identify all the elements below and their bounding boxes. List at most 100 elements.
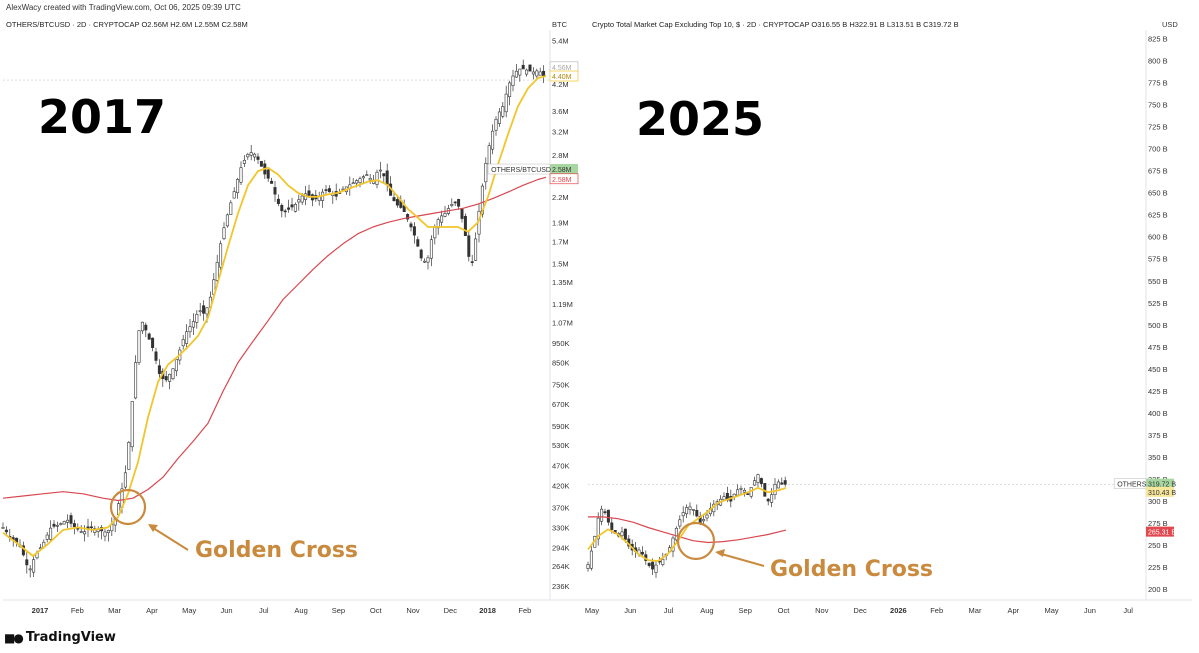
candle-body (151, 337, 155, 348)
candle-body (606, 509, 610, 523)
candle-body (780, 482, 784, 485)
y-tick-label: 1.9M (552, 218, 569, 227)
y-tick-label: 575 B (1148, 255, 1168, 264)
candle-body (249, 152, 253, 156)
candle-body (52, 523, 56, 527)
candle-body (79, 531, 83, 533)
candle-body (147, 333, 151, 340)
candle-body (460, 208, 464, 219)
candle-body (508, 82, 512, 98)
y-tick-label: 1.35M (552, 278, 573, 287)
x-tick-label: Apr (1007, 606, 1019, 615)
candle-body (4, 529, 8, 533)
candle-body (69, 515, 73, 524)
y-tick-label: 750 B (1148, 101, 1168, 110)
candle-body (355, 180, 359, 184)
y-tick-label: 4.2M (552, 80, 569, 89)
candle-body (674, 527, 678, 541)
candle-body (154, 351, 158, 361)
fast-ma-line (2, 75, 547, 557)
candle-body (494, 118, 498, 131)
candle-body (766, 498, 770, 502)
candle-body (171, 368, 175, 379)
footer-brand-text: TradingView (25, 630, 116, 645)
candle-body (236, 179, 240, 194)
y-tick-label: 500 B (1148, 321, 1168, 330)
price-badge-label-box (487, 163, 551, 175)
candle-body (596, 517, 600, 540)
y-tick-label: 420K (552, 481, 570, 490)
right-year-label: 2025 (636, 92, 765, 146)
candle-body (776, 481, 780, 489)
price-badge-value: 265.31 B (1148, 530, 1176, 537)
candle-body (229, 202, 233, 215)
x-tick-label: Jul (1123, 606, 1133, 615)
candle-body (280, 204, 284, 212)
candle-body (358, 178, 362, 183)
price-badge-value: 4.40M (552, 74, 572, 81)
candle-body (232, 191, 236, 199)
candle-body (103, 531, 107, 537)
candle-body (62, 521, 66, 525)
candle-body (283, 210, 287, 213)
candle-body (385, 170, 389, 185)
y-tick-label: 725 B (1148, 123, 1168, 132)
candle-body (66, 519, 70, 523)
candle-body (49, 527, 53, 540)
candle-body (501, 106, 505, 117)
candle-body (518, 68, 522, 76)
golden-cross-arrow-left (149, 525, 189, 551)
candle-body (202, 305, 206, 314)
x-tick-label: Mar (108, 606, 121, 615)
y-tick-label: 550 B (1148, 277, 1168, 286)
y-tick-label: 1.07M (552, 318, 573, 327)
candle-body (685, 507, 689, 515)
golden-cross-arrowhead-left (148, 524, 158, 532)
candle-body (722, 496, 726, 501)
candle-body (654, 564, 658, 573)
price-badge (1146, 478, 1174, 489)
x-tick-label: Aug (294, 606, 307, 615)
y-tick-label: 3.2M (552, 128, 569, 137)
candle-body (453, 201, 457, 204)
candle-body (395, 199, 399, 206)
candle-body (521, 64, 525, 70)
candle-body (739, 487, 743, 490)
candles-group (1, 59, 546, 578)
candle-body (361, 176, 365, 179)
candle-body (688, 506, 692, 510)
candle-body (783, 480, 787, 485)
slow-ma-line (588, 516, 787, 544)
candle-body (589, 550, 593, 569)
candle-body (429, 239, 433, 259)
candle-body (25, 559, 29, 566)
candle-body (409, 223, 413, 228)
candle-body (140, 321, 144, 332)
tradingview-logo-icon: ■● (4, 630, 24, 645)
y-tick-label: 530K (552, 441, 570, 450)
candle-body (681, 512, 685, 517)
candle-body (259, 160, 263, 167)
candle-body (137, 330, 141, 363)
candle-body (106, 530, 110, 533)
candle-body (134, 362, 138, 399)
y-tick-label: 1.5M (552, 260, 569, 269)
y-tick-label: 600 B (1148, 233, 1168, 242)
y-tick-label: 1.19M (552, 300, 573, 309)
y-tick-label: 700 B (1148, 145, 1168, 154)
y-tick-label: 850K (552, 358, 570, 367)
y-tick-label: 470K (552, 462, 570, 471)
candle-body (144, 324, 148, 331)
left-year-label: 2017 (38, 90, 167, 144)
candle-body (640, 551, 644, 555)
candle-body (480, 185, 484, 215)
candle-body (123, 472, 127, 488)
y-tick-label: 775 B (1148, 78, 1168, 87)
candle-body (127, 442, 131, 470)
price-badge (1146, 486, 1174, 497)
y-tick-label: 670K (552, 400, 570, 409)
candle-body (746, 493, 750, 496)
candle-body (538, 71, 542, 76)
candle-body (623, 528, 627, 540)
